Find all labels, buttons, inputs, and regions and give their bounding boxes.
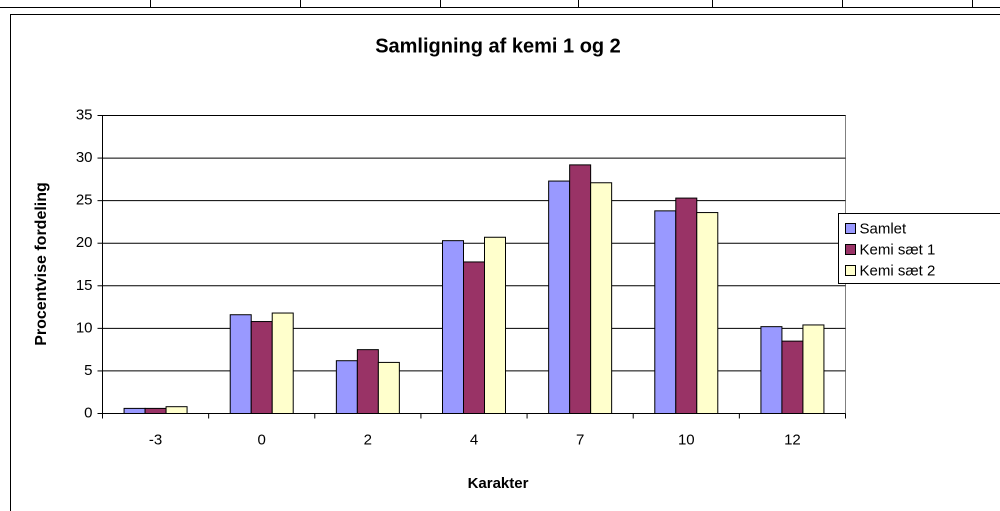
y-tick-label: 15	[76, 277, 93, 294]
y-tick-label: 30	[76, 149, 93, 166]
bar	[229, 314, 252, 414]
bar	[377, 361, 400, 414]
legend-box	[838, 213, 1000, 284]
legend-swatch	[845, 244, 856, 255]
bar	[250, 321, 273, 414]
bar	[463, 261, 485, 414]
bar	[760, 326, 783, 415]
x-tick-label: 4	[470, 431, 478, 448]
bar	[569, 164, 592, 414]
x-tick-label: 0	[258, 431, 266, 448]
bar	[123, 407, 146, 414]
x-tick-label: 12	[784, 431, 801, 448]
x-axis-title: Karakter	[468, 475, 529, 492]
bar	[165, 406, 188, 414]
legend-swatch	[845, 265, 856, 276]
y-tick-label: 20	[76, 234, 93, 251]
bar	[802, 324, 825, 414]
bar	[144, 407, 167, 414]
legend-swatch	[845, 223, 856, 234]
bar	[335, 360, 358, 414]
bar	[484, 236, 506, 414]
bar	[548, 180, 571, 414]
bar	[696, 212, 719, 414]
legend-label: Samlet	[860, 220, 908, 237]
legend-label: Kemi sæt 2	[860, 262, 936, 279]
chart-title: Samligning af kemi 1 og 2	[375, 35, 621, 57]
legend-label: Kemi sæt 1	[860, 241, 936, 258]
y-tick-label: 25	[76, 192, 93, 209]
y-tick-label: 35	[76, 106, 93, 123]
x-tick-label: 2	[364, 431, 372, 448]
bar	[356, 349, 379, 414]
spreadsheet-cells	[0, 0, 1000, 8]
x-tick-label: 10	[678, 431, 695, 448]
bar	[675, 197, 698, 414]
y-tick-label: 10	[76, 319, 93, 336]
y-tick-label: 5	[84, 362, 92, 379]
y-axis-title: Procentvise fordeling	[33, 182, 50, 346]
bar	[590, 182, 613, 414]
bar	[781, 340, 804, 414]
bar	[654, 210, 677, 414]
bar	[442, 240, 464, 414]
x-tick-label: -3	[149, 431, 162, 448]
x-tick-label: 7	[576, 431, 584, 448]
bar	[271, 312, 294, 415]
y-tick-label: 0	[84, 404, 92, 421]
